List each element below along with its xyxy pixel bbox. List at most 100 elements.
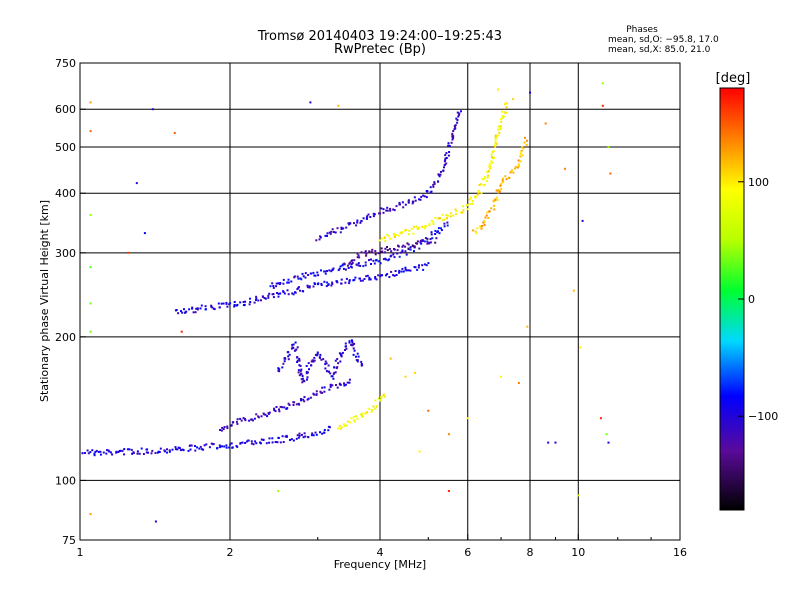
data-point [547,441,550,444]
data-point [404,375,407,378]
data-point [244,442,247,444]
data-point [210,442,213,445]
data-point [300,278,303,281]
chart-subtitle: RwPretec (Bp) [334,42,426,57]
data-point [298,357,301,360]
data-point [360,220,363,223]
data-point [494,198,497,201]
data-point [554,441,557,444]
data-point [474,230,477,233]
data-point [421,239,424,242]
data-point [109,451,112,454]
data-point [380,237,383,240]
data-point [483,175,486,178]
data-point [370,250,373,253]
data-point [430,219,433,222]
data-point [418,198,420,201]
data-point [255,413,258,416]
data-point [306,398,309,401]
data-point [303,400,306,403]
data-point [310,360,313,363]
data-point [520,150,523,153]
data-point [405,228,408,231]
data-point [89,266,92,269]
data-point [200,304,203,307]
data-point [325,370,328,373]
data-point [318,238,321,241]
data-point [483,223,486,226]
data-point [260,438,263,441]
data-point [428,223,431,226]
data-point [332,267,335,270]
data-point [447,154,450,157]
data-point [379,262,382,265]
data-point [295,403,298,406]
data-point [469,196,472,199]
data-point [514,167,517,170]
data-point [343,424,346,427]
data-point [485,214,488,217]
data-point [320,282,323,285]
data-point [390,270,393,273]
data-point [340,354,343,357]
data-point [352,353,355,356]
data-point [321,386,324,389]
data-point [297,436,300,439]
data-point [298,432,301,435]
data-point [335,280,338,283]
data-point [404,266,407,269]
data-point [219,446,222,449]
x-tick-label: 8 [527,546,534,559]
data-point [450,141,453,144]
data-point [293,276,296,279]
data-point [494,145,497,148]
data-point [252,443,255,446]
data-point [131,452,134,455]
data-point [277,437,280,439]
data-point [505,111,508,114]
data-point [497,134,500,137]
data-point [346,264,349,267]
data-point [315,433,318,436]
data-point [185,310,188,313]
data-point [353,259,356,262]
data-point [304,272,307,275]
data-point [329,383,332,386]
data-point [407,200,410,203]
data-point [310,364,313,367]
data-point [259,442,262,445]
data-point [203,444,206,447]
data-point [225,302,228,305]
data-point [442,169,445,172]
data-point [447,433,450,436]
data-point [286,289,289,292]
data-point [377,252,380,255]
data-point [302,290,305,293]
data-point [492,200,495,203]
data-point [252,419,254,422]
data-point [309,101,312,104]
data-point [522,147,525,150]
data-point [183,308,185,311]
data-point [397,234,400,237]
data-point [451,132,454,135]
data-point [349,222,352,225]
data-point [339,231,342,234]
data-point [382,211,385,214]
data-point [434,241,437,244]
data-point [327,370,330,373]
data-point [334,359,337,362]
data-point [331,384,334,387]
data-point [389,209,392,212]
data-point [324,360,327,363]
data-point [132,451,135,454]
data-point [93,454,96,457]
data-point [350,339,353,342]
data-point [486,180,489,183]
data-point [324,234,327,237]
data-point [423,240,426,243]
data-point [365,275,368,278]
data-point [461,211,464,214]
data-point [228,446,231,449]
data-point [145,451,148,454]
